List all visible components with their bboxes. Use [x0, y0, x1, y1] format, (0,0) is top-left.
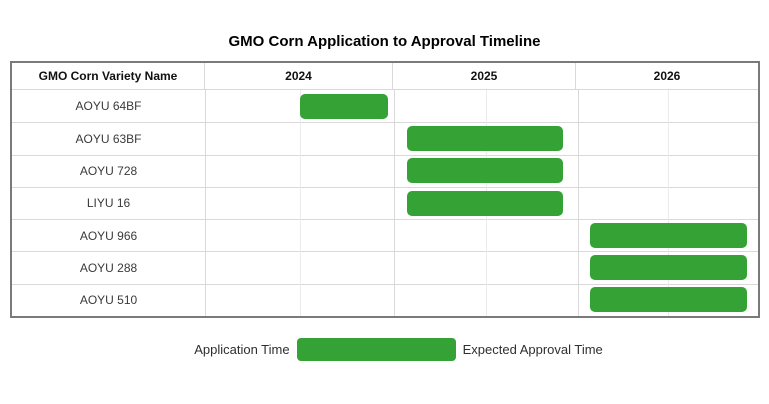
column-header-year-2025: 2025 — [393, 63, 576, 89]
variety-name-cell: LIYU 16 — [86, 196, 131, 211]
legend: Application Time Expected Approval Time — [14, 337, 769, 361]
gantt-body: AOYU 64BF AOYU 63BF AOYU 728 LIYU 16 AOYU 96… — [12, 90, 758, 316]
column-header-variety-name: GMO Corn Variety Name — [12, 63, 205, 89]
gantt-bar — [590, 287, 748, 313]
table-row: AOYU 63BF — [12, 122, 758, 154]
legend-bar-swatch — [296, 337, 456, 361]
table-header-row: GMO Corn Variety Name 2024 2025 2026 — [12, 63, 758, 90]
legend-label-application-time: Application Time — [194, 341, 290, 357]
variety-name-cell: AOYU 63BF — [75, 131, 142, 146]
name-column-separator — [205, 90, 206, 316]
table-row: AOYU 64BF — [12, 90, 758, 122]
gantt-bar — [590, 222, 748, 248]
half-year-gridline — [299, 90, 301, 316]
variety-name-cell: AOYU 510 — [79, 293, 138, 308]
gantt-bar — [299, 93, 389, 119]
column-header-year-2026: 2026 — [653, 69, 681, 83]
legend-label-expected-approval-time: Expected Approval Time — [462, 341, 603, 357]
table-row: LIYU 16 — [12, 186, 758, 219]
half-year-gridline — [667, 90, 669, 316]
gantt-bar — [590, 255, 748, 281]
year-boundary-gridline — [394, 90, 395, 316]
variety-name-cell: AOYU 728 — [79, 164, 138, 179]
table-row: AOYU 288 — [12, 251, 758, 283]
table-row: AOYU 510 — [12, 283, 758, 316]
gantt-bar — [406, 125, 563, 151]
variety-name-cell: AOYU 288 — [79, 261, 138, 276]
variety-name-cell: AOYU 64BF — [75, 99, 142, 114]
gantt-bar — [406, 158, 563, 184]
chart-title: GMO Corn Application to Approval Timelin… — [228, 33, 541, 50]
gantt-bar — [406, 190, 563, 216]
column-header-year-2024: 2024 — [205, 63, 393, 89]
gantt-chart: GMO Corn Variety Name 2024 2025 2026 AOY… — [10, 61, 760, 318]
year-boundary-gridline — [577, 90, 579, 316]
table-row: AOYU 966 — [12, 219, 758, 251]
table-row: AOYU 728 — [12, 154, 758, 187]
variety-name-cell: AOYU 966 — [79, 228, 138, 243]
